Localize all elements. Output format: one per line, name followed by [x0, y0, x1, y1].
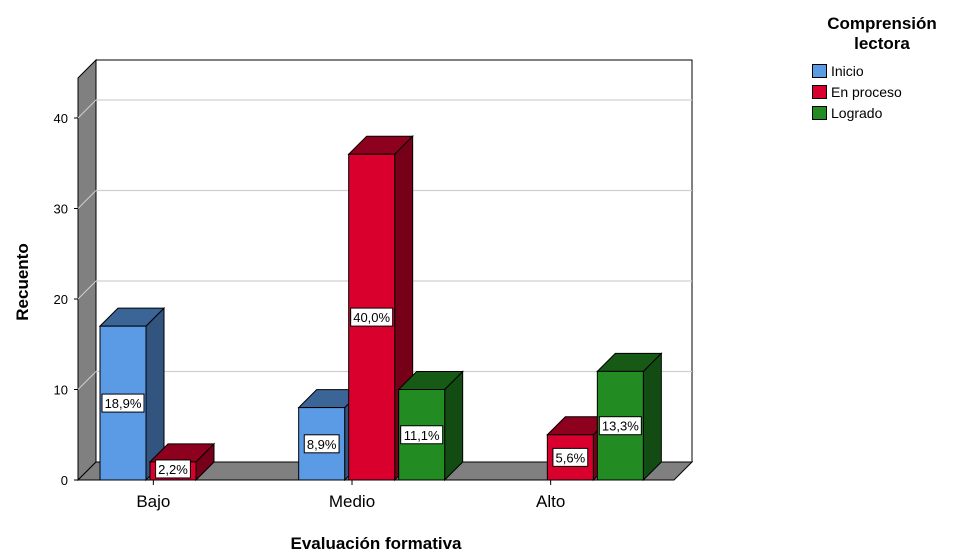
- x-axis-title: Evaluación formativa: [290, 534, 462, 550]
- legend-item: Logrado: [812, 102, 952, 123]
- legend-title: Comprensión lectora: [827, 14, 937, 53]
- bar-side: [642, 352, 662, 482]
- data-label-box: [303, 434, 340, 454]
- data-label: 18,9%: [105, 396, 142, 411]
- legend-label: Logrado: [831, 104, 883, 121]
- bar-alto-logrado: 13,3%: [596, 352, 663, 482]
- data-label: 8,9%: [307, 437, 337, 452]
- x-tick-label: Medio: [329, 492, 375, 511]
- left-wall: [77, 58, 97, 482]
- legend-items: Inicio En proceso Logrado: [812, 60, 952, 123]
- legend: Comprensión lectora Inicio En proceso Logr…: [812, 14, 952, 123]
- data-label: 2,2%: [158, 462, 188, 477]
- legend-label: Inicio: [831, 62, 864, 79]
- x-tick-label: Bajo: [136, 492, 170, 511]
- legend-item: Inicio: [812, 60, 952, 81]
- data-label-box: [155, 459, 191, 479]
- legend-swatch: [812, 63, 827, 78]
- gridline-side: [77, 99, 97, 119]
- y-tick-label: 40: [54, 111, 68, 126]
- legend-swatch: [812, 84, 827, 99]
- bar-bajo-en-proceso: 2,2%: [148, 442, 216, 482]
- bar-medio-logrado: 11,1%: [397, 370, 464, 482]
- legend-item: En proceso: [812, 81, 952, 102]
- y-axis: 0 10 20 30 40: [54, 111, 78, 488]
- data-label-box: [101, 393, 145, 413]
- gridline-side: [77, 371, 97, 390]
- data-label-box: [598, 416, 642, 436]
- data-label-box: [350, 307, 394, 327]
- data-label: 5,6%: [556, 450, 586, 465]
- bar-side: [444, 370, 464, 482]
- y-tick-label: 30: [54, 202, 68, 217]
- data-label-box: [400, 425, 444, 445]
- data-label-box: [552, 447, 589, 467]
- y-tick-label: 10: [54, 383, 68, 398]
- bar-bajo-inicio: 18,9%: [98, 306, 166, 482]
- legend-swatch: [812, 105, 827, 120]
- x-tick-label: Alto: [536, 492, 565, 511]
- bars: 18,9% 2,2% 8,9% 40,0% 11,1% 5,6% 13,3%: [98, 134, 663, 482]
- legend-label: En proceso: [831, 83, 902, 100]
- data-label: 13,3%: [602, 419, 639, 434]
- data-label: 40,0%: [353, 310, 390, 325]
- y-axis-title: Recuento: [13, 243, 32, 320]
- y-tick-label: 0: [61, 473, 68, 488]
- gridline-side: [77, 190, 97, 209]
- data-label: 11,1%: [404, 428, 440, 443]
- x-axis: Bajo Medio Alto: [136, 480, 565, 511]
- gridline-side: [77, 280, 97, 300]
- y-tick-label: 20: [54, 292, 68, 307]
